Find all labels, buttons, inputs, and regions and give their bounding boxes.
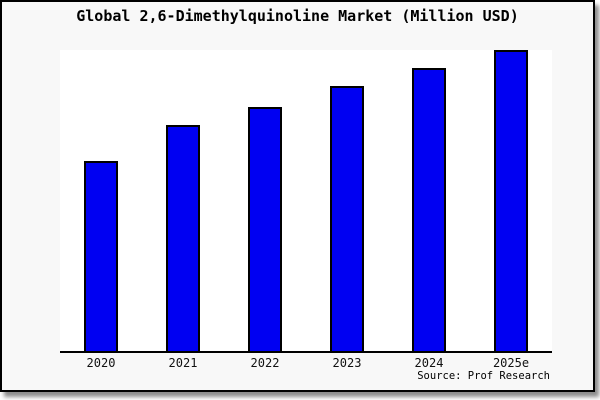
x-tick-label-2022: 2022 — [250, 356, 280, 370]
bar-2021 — [166, 125, 200, 351]
chart-title: Global 2,6-Dimethylquinoline Market (Mil… — [76, 7, 519, 25]
x-axis-labels: 2020 2021 2022 2023 2024 2025e — [60, 356, 552, 370]
bar-2024 — [412, 68, 446, 351]
x-tick-label-2023: 2023 — [332, 356, 362, 370]
bar-2022 — [248, 107, 282, 351]
x-tick-label-2021: 2021 — [168, 356, 198, 370]
chart-frame: Global 2,6-Dimethylquinoline Market (Mil… — [0, 0, 595, 392]
x-tick-label-2024: 2024 — [414, 356, 444, 370]
bars-layer — [60, 50, 552, 351]
bar-slot-2020 — [60, 50, 142, 351]
bar-2020 — [84, 161, 118, 351]
bar-slot-2024 — [388, 50, 470, 351]
bar-slot-2022 — [224, 50, 306, 351]
x-tick-label-2025e: 2025e — [492, 356, 530, 370]
bar-2025e — [494, 50, 528, 351]
bar-slot-2021 — [142, 50, 224, 351]
bar-slot-2025e — [470, 50, 552, 351]
plot-area — [60, 50, 552, 353]
source-credit: Source: Prof Research — [417, 370, 550, 382]
bar-slot-2023 — [306, 50, 388, 351]
bar-2023 — [330, 86, 364, 351]
x-tick-label-2020: 2020 — [86, 356, 116, 370]
